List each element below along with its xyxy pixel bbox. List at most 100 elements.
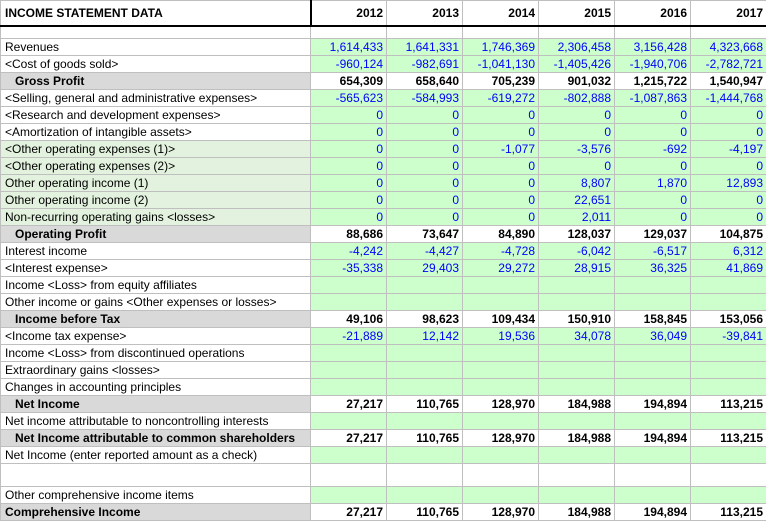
value-cell[interactable] <box>539 413 615 430</box>
value-cell[interactable]: 705,239 <box>463 73 539 90</box>
value-cell[interactable]: 0 <box>463 175 539 192</box>
value-cell[interactable]: 0 <box>311 175 387 192</box>
year-header[interactable]: 2012 <box>311 1 387 27</box>
value-cell[interactable]: 0 <box>615 192 691 209</box>
value-cell[interactable] <box>387 447 463 464</box>
row-label[interactable]: Income <Loss> from equity affiliates <box>1 277 311 294</box>
row-label[interactable]: <Interest expense> <box>1 260 311 277</box>
year-header[interactable]: 2016 <box>615 1 691 27</box>
value-cell[interactable]: 1,540,947 <box>691 73 766 90</box>
value-cell[interactable]: 0 <box>387 158 463 175</box>
row-label[interactable]: Net Income <box>1 396 311 413</box>
value-cell[interactable]: 0 <box>387 209 463 226</box>
value-cell[interactable]: 0 <box>539 158 615 175</box>
value-cell[interactable]: -1,940,706 <box>615 56 691 73</box>
value-cell[interactable]: 0 <box>311 209 387 226</box>
value-cell[interactable] <box>615 345 691 362</box>
value-cell[interactable]: -4,242 <box>311 243 387 260</box>
empty-cell[interactable] <box>615 26 691 39</box>
value-cell[interactable]: 184,988 <box>539 504 615 521</box>
row-label[interactable]: Gross Profit <box>1 73 311 90</box>
value-cell[interactable]: 110,765 <box>387 396 463 413</box>
value-cell[interactable]: 27,217 <box>311 504 387 521</box>
value-cell[interactable]: 0 <box>615 107 691 124</box>
value-cell[interactable]: 0 <box>311 158 387 175</box>
value-cell[interactable]: -982,691 <box>387 56 463 73</box>
value-cell[interactable]: 0 <box>311 192 387 209</box>
value-cell[interactable]: 0 <box>463 124 539 141</box>
value-cell[interactable]: 113,215 <box>691 430 766 447</box>
year-header[interactable]: 2014 <box>463 1 539 27</box>
row-label[interactable]: <Cost of goods sold> <box>1 56 311 73</box>
row-label[interactable]: Other operating income (2) <box>1 192 311 209</box>
value-cell[interactable]: 73,647 <box>387 226 463 243</box>
row-label[interactable]: Net Income (enter reported amount as a c… <box>1 447 311 464</box>
value-cell[interactable]: 0 <box>387 124 463 141</box>
value-cell[interactable]: 0 <box>463 107 539 124</box>
value-cell[interactable] <box>691 413 766 430</box>
value-cell[interactable] <box>691 379 766 396</box>
value-cell[interactable]: 0 <box>387 192 463 209</box>
row-label[interactable]: Other operating income (1) <box>1 175 311 192</box>
value-cell[interactable]: 1,746,369 <box>463 39 539 56</box>
value-cell[interactable]: 0 <box>463 192 539 209</box>
row-label[interactable]: Revenues <box>1 39 311 56</box>
row-label[interactable]: Changes in accounting principles <box>1 379 311 396</box>
value-cell[interactable]: 110,765 <box>387 430 463 447</box>
value-cell[interactable] <box>615 487 691 504</box>
value-cell[interactable]: 2,306,458 <box>539 39 615 56</box>
value-cell[interactable]: 0 <box>615 158 691 175</box>
empty-cell[interactable] <box>539 464 615 487</box>
value-cell[interactable] <box>615 277 691 294</box>
value-cell[interactable] <box>539 294 615 311</box>
empty-cell[interactable] <box>463 464 539 487</box>
value-cell[interactable]: -3,576 <box>539 141 615 158</box>
value-cell[interactable]: -960,124 <box>311 56 387 73</box>
value-cell[interactable] <box>691 362 766 379</box>
value-cell[interactable] <box>387 294 463 311</box>
value-cell[interactable]: 2,011 <box>539 209 615 226</box>
empty-cell[interactable] <box>1 26 311 39</box>
value-cell[interactable]: 0 <box>311 107 387 124</box>
value-cell[interactable]: -21,889 <box>311 328 387 345</box>
value-cell[interactable] <box>463 294 539 311</box>
empty-cell[interactable] <box>691 464 766 487</box>
value-cell[interactable]: 110,765 <box>387 504 463 521</box>
value-cell[interactable]: 0 <box>691 209 766 226</box>
value-cell[interactable]: -1,405,426 <box>539 56 615 73</box>
value-cell[interactable]: 658,640 <box>387 73 463 90</box>
row-label[interactable]: Net income attributable to noncontrollin… <box>1 413 311 430</box>
value-cell[interactable]: -1,041,130 <box>463 56 539 73</box>
value-cell[interactable]: 109,434 <box>463 311 539 328</box>
value-cell[interactable]: -4,728 <box>463 243 539 260</box>
value-cell[interactable]: 28,915 <box>539 260 615 277</box>
empty-cell[interactable] <box>691 26 766 39</box>
value-cell[interactable]: 0 <box>387 107 463 124</box>
row-label[interactable]: Comprehensive Income <box>1 504 311 521</box>
empty-cell[interactable] <box>463 26 539 39</box>
value-cell[interactable] <box>615 413 691 430</box>
value-cell[interactable] <box>387 379 463 396</box>
value-cell[interactable]: 153,056 <box>691 311 766 328</box>
value-cell[interactable] <box>311 277 387 294</box>
empty-cell[interactable] <box>1 464 311 487</box>
value-cell[interactable]: 22,651 <box>539 192 615 209</box>
value-cell[interactable]: -565,623 <box>311 90 387 107</box>
value-cell[interactable]: -1,077 <box>463 141 539 158</box>
value-cell[interactable]: 27,217 <box>311 430 387 447</box>
empty-cell[interactable] <box>387 26 463 39</box>
row-label[interactable]: Income before Tax <box>1 311 311 328</box>
value-cell[interactable] <box>539 277 615 294</box>
value-cell[interactable]: -4,427 <box>387 243 463 260</box>
value-cell[interactable]: 6,312 <box>691 243 766 260</box>
value-cell[interactable] <box>311 345 387 362</box>
value-cell[interactable]: 34,078 <box>539 328 615 345</box>
value-cell[interactable] <box>311 413 387 430</box>
value-cell[interactable] <box>615 447 691 464</box>
row-label[interactable]: <Income tax expense> <box>1 328 311 345</box>
value-cell[interactable]: 12,893 <box>691 175 766 192</box>
value-cell[interactable] <box>691 277 766 294</box>
value-cell[interactable]: 29,403 <box>387 260 463 277</box>
value-cell[interactable]: -6,517 <box>615 243 691 260</box>
value-cell[interactable] <box>311 447 387 464</box>
